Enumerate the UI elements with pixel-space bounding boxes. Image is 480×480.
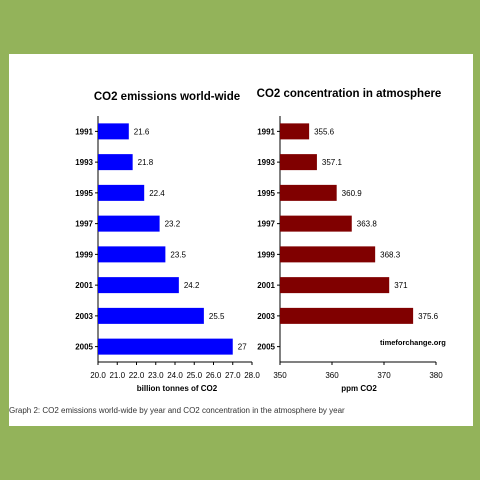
emissions-bar [98, 215, 160, 232]
concentration-data-label: 371 [394, 281, 408, 290]
concentration-data-label: 360.9 [342, 189, 363, 198]
emissions-x-axis-title: billion tonnes of CO2 [137, 384, 218, 393]
emissions-bar [98, 338, 233, 355]
emissions-category-label: 2005 [75, 343, 93, 352]
emissions-x-tick-label: 27.0 [225, 371, 241, 380]
concentration-bar [280, 277, 390, 294]
emissions-x-tick-label: 23.0 [148, 371, 164, 380]
concentration-category-label: 1999 [257, 250, 275, 259]
emissions-chart-title: CO2 emissions world-wide [94, 91, 240, 103]
concentration-category-label: 1997 [257, 220, 275, 229]
emissions-bar [98, 123, 129, 140]
emissions-x-tick-label: 28.0 [244, 371, 260, 380]
emissions-bar [98, 246, 166, 263]
concentration-bar [280, 184, 337, 201]
emissions-bar [98, 154, 133, 171]
emissions-category-label: 2003 [75, 312, 93, 321]
emissions-x-tick-label: 20.0 [90, 371, 106, 380]
emissions-data-label: 25.5 [209, 312, 225, 321]
emissions-chart: 1991 21.6 1993 21.8 1995 22.4 1997 23.2 1999 23.5… [75, 116, 260, 380]
emissions-category-label: 1999 [75, 250, 93, 259]
emissions-x-tick-label: 25.0 [186, 371, 202, 380]
concentration-data-label: 375.6 [418, 312, 439, 321]
concentration-bar [280, 123, 310, 140]
concentration-category-label: 1991 [257, 127, 275, 136]
concentration-category-label: 2005 [257, 343, 275, 352]
emissions-bar [98, 184, 145, 201]
emissions-x-tick-label: 22.0 [129, 371, 145, 380]
emissions-x-tick-label: 26.0 [206, 371, 222, 380]
emissions-category-label: 1995 [75, 189, 93, 198]
concentration-category-label: 2001 [257, 281, 275, 290]
concentration-category-label: 2003 [257, 312, 275, 321]
concentration-data-label: 368.3 [380, 250, 401, 259]
concentration-chart-title: CO2 concentration in atmosphere [257, 88, 442, 100]
emissions-data-label: 21.6 [134, 127, 150, 136]
figure-caption: Graph 2: CO2 emissions world-wide by yea… [9, 406, 345, 415]
concentration-x-tick-label: 380 [429, 371, 443, 380]
concentration-category-label: 1993 [257, 158, 275, 167]
concentration-chart: 1991 355.6 1993 357.1 1995 360.9 1997 363.8 1999… [257, 116, 443, 380]
emissions-data-label: 23.5 [170, 250, 186, 259]
concentration-bar [280, 246, 376, 263]
emissions-category-label: 2001 [75, 281, 93, 290]
concentration-data-label: 355.6 [314, 127, 335, 136]
emissions-data-label: 24.2 [184, 281, 200, 290]
emissions-x-tick-label: 21.0 [109, 371, 125, 380]
concentration-bar [280, 215, 352, 232]
concentration-x-axis-title: ppm CO2 [341, 384, 377, 393]
concentration-data-label: 357.1 [322, 158, 343, 167]
concentration-data-label: 363.8 [357, 220, 378, 229]
emissions-data-label: 21.8 [138, 158, 154, 167]
concentration-x-tick-label: 360 [325, 371, 339, 380]
emissions-bar [98, 307, 204, 324]
emissions-data-label: 27 [238, 343, 247, 352]
emissions-category-label: 1993 [75, 158, 93, 167]
emissions-bar [98, 277, 179, 294]
chart-panel: CO2 emissions world-wide CO2 concentrati… [9, 54, 473, 426]
concentration-bar [280, 307, 414, 324]
concentration-x-tick-label: 370 [377, 371, 391, 380]
emissions-data-label: 23.2 [165, 220, 181, 229]
emissions-data-label: 22.4 [149, 189, 165, 198]
source-annotation: timeforchange.org [380, 338, 446, 347]
emissions-x-tick-label: 24.0 [167, 371, 183, 380]
emissions-category-label: 1997 [75, 220, 93, 229]
concentration-x-tick-label: 350 [273, 371, 287, 380]
concentration-bar [280, 154, 317, 171]
charts-svg: CO2 emissions world-wide CO2 concentrati… [75, 88, 446, 393]
concentration-category-label: 1995 [257, 189, 275, 198]
emissions-category-label: 1991 [75, 127, 93, 136]
